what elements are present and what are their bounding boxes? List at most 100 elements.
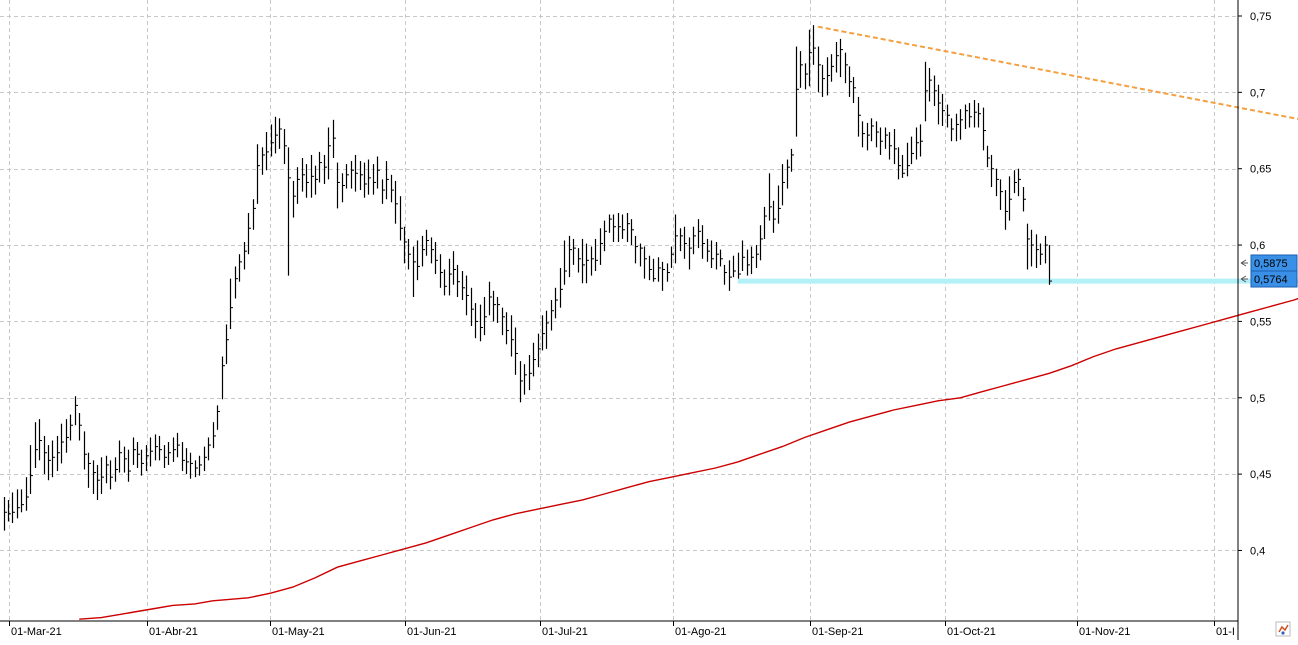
ohlc-bar (109, 460, 113, 490)
ohlc-bar (34, 422, 38, 468)
ohlc-bar (20, 489, 24, 513)
ohlc-bar (617, 212, 621, 242)
ohlc-bar (973, 99, 977, 128)
ohlc-bar (799, 51, 803, 88)
ohlc-bar (715, 241, 719, 270)
ohlc-bar (977, 103, 981, 128)
ohlc-bar (630, 219, 634, 246)
ohlc-bar (69, 414, 73, 441)
ohlc-bar (390, 174, 394, 203)
price-tag: 0,5875 (1240, 254, 1298, 272)
ohlc-bar (772, 200, 776, 233)
ohlc-bar (879, 127, 883, 155)
y-tick-label: 0,7 (1250, 87, 1265, 99)
ohlc-bar (172, 437, 176, 462)
ohlc-bar (933, 75, 937, 107)
ohlc-bar (274, 116, 278, 154)
ohlc-bar (1013, 170, 1017, 194)
ohlc-bar (893, 128, 897, 165)
ohlc-bar (359, 161, 363, 191)
ohlc-bar (363, 162, 367, 198)
ohlc-bar (937, 84, 941, 125)
ohlc-bar (496, 296, 500, 323)
ohlc-bar (181, 442, 185, 472)
ohlc-bar (768, 173, 772, 221)
ohlc-bar (1048, 245, 1052, 285)
ohlc-bar (29, 445, 33, 494)
y-tick-label: 0,4 (1250, 545, 1265, 557)
ohlc-bar (835, 41, 839, 73)
ohlc-bar (732, 255, 736, 278)
x-tick-label: 01-Sep-21 (812, 626, 863, 638)
y-tick-label: 0,65 (1250, 164, 1271, 176)
price-tag-arrow (1240, 259, 1248, 267)
ohlc-bar (456, 264, 460, 297)
ohlc-bar (812, 25, 816, 65)
ohlc-bar (728, 260, 732, 291)
ohlc-bar (341, 173, 345, 203)
ohlc-bar (11, 492, 15, 523)
ohlc-bar (857, 96, 861, 137)
y-tick-label: 0,6 (1250, 240, 1265, 252)
ohlc-bar (474, 303, 478, 339)
ohlc-bar (354, 154, 358, 192)
ohlc-bar (1035, 234, 1039, 268)
ohlc-bar (283, 128, 287, 165)
ohlc-bar (74, 396, 78, 426)
ohlc-bar (701, 225, 705, 259)
ohlc-bar (777, 185, 781, 224)
ohlc-bar (123, 446, 127, 473)
ohlc-bar (416, 240, 420, 281)
ohlc-bar (234, 266, 238, 299)
ohlc-bar (585, 243, 589, 284)
ohlc-bar (990, 154, 994, 188)
ohlc-bar (350, 161, 354, 189)
ohlc-bar (430, 237, 434, 264)
ohlc-bar (407, 238, 411, 270)
ohlc-bar (817, 46, 821, 93)
ohlc-bar (87, 452, 91, 488)
ohlc-bar (737, 252, 741, 279)
ohlc-bar (332, 119, 336, 159)
ohlc-bar (56, 435, 60, 472)
ohlc-bar (781, 164, 785, 206)
ohlc-bar (225, 324, 229, 365)
ohlc-bar (906, 142, 910, 177)
ohlc-bar (568, 235, 572, 278)
ohlc-bar (643, 246, 647, 279)
ohlc-bar (256, 144, 260, 204)
ohlc-bar (661, 261, 665, 291)
ohlc-bar (501, 307, 505, 336)
ohlc-bar (683, 226, 687, 259)
ohlc-bar (105, 455, 109, 484)
ohlc-bar (986, 145, 990, 168)
y-axis-ticks: 0,75 0,7 0,65 0,6 0,55 0,5 0,45 0,4 (1238, 11, 1271, 557)
ohlc-bar (92, 460, 96, 494)
ohlc-bar (176, 432, 180, 458)
line-layer (79, 25, 1298, 620)
ohlc-bar (149, 437, 153, 467)
ohlc-bar (519, 361, 523, 403)
ohlc-bar (804, 63, 808, 90)
x-tick-label: 01-Nov-21 (1079, 626, 1130, 638)
ohlc-bar (96, 464, 100, 501)
ohlc-bar (336, 162, 340, 209)
ohlc-bar (888, 132, 892, 160)
x-tick-label: 01-Jul-21 (542, 626, 588, 638)
ohlc-bar (1017, 168, 1021, 197)
ohlc-bar (216, 405, 220, 430)
ohlc-bar (866, 122, 870, 151)
ohlc-bar (670, 246, 674, 268)
price-tag-box (1250, 270, 1298, 288)
ohlc-bar (7, 500, 11, 522)
ohlc-bar (167, 442, 171, 465)
ohlc-bar (318, 151, 322, 183)
corner-icon[interactable] (1275, 621, 1291, 637)
ohlc-bar (470, 287, 474, 326)
ohlc-bar (323, 154, 327, 184)
ohlc-bar (439, 254, 443, 288)
ohlc-bar (608, 214, 612, 233)
ohlc-bar (941, 93, 945, 126)
